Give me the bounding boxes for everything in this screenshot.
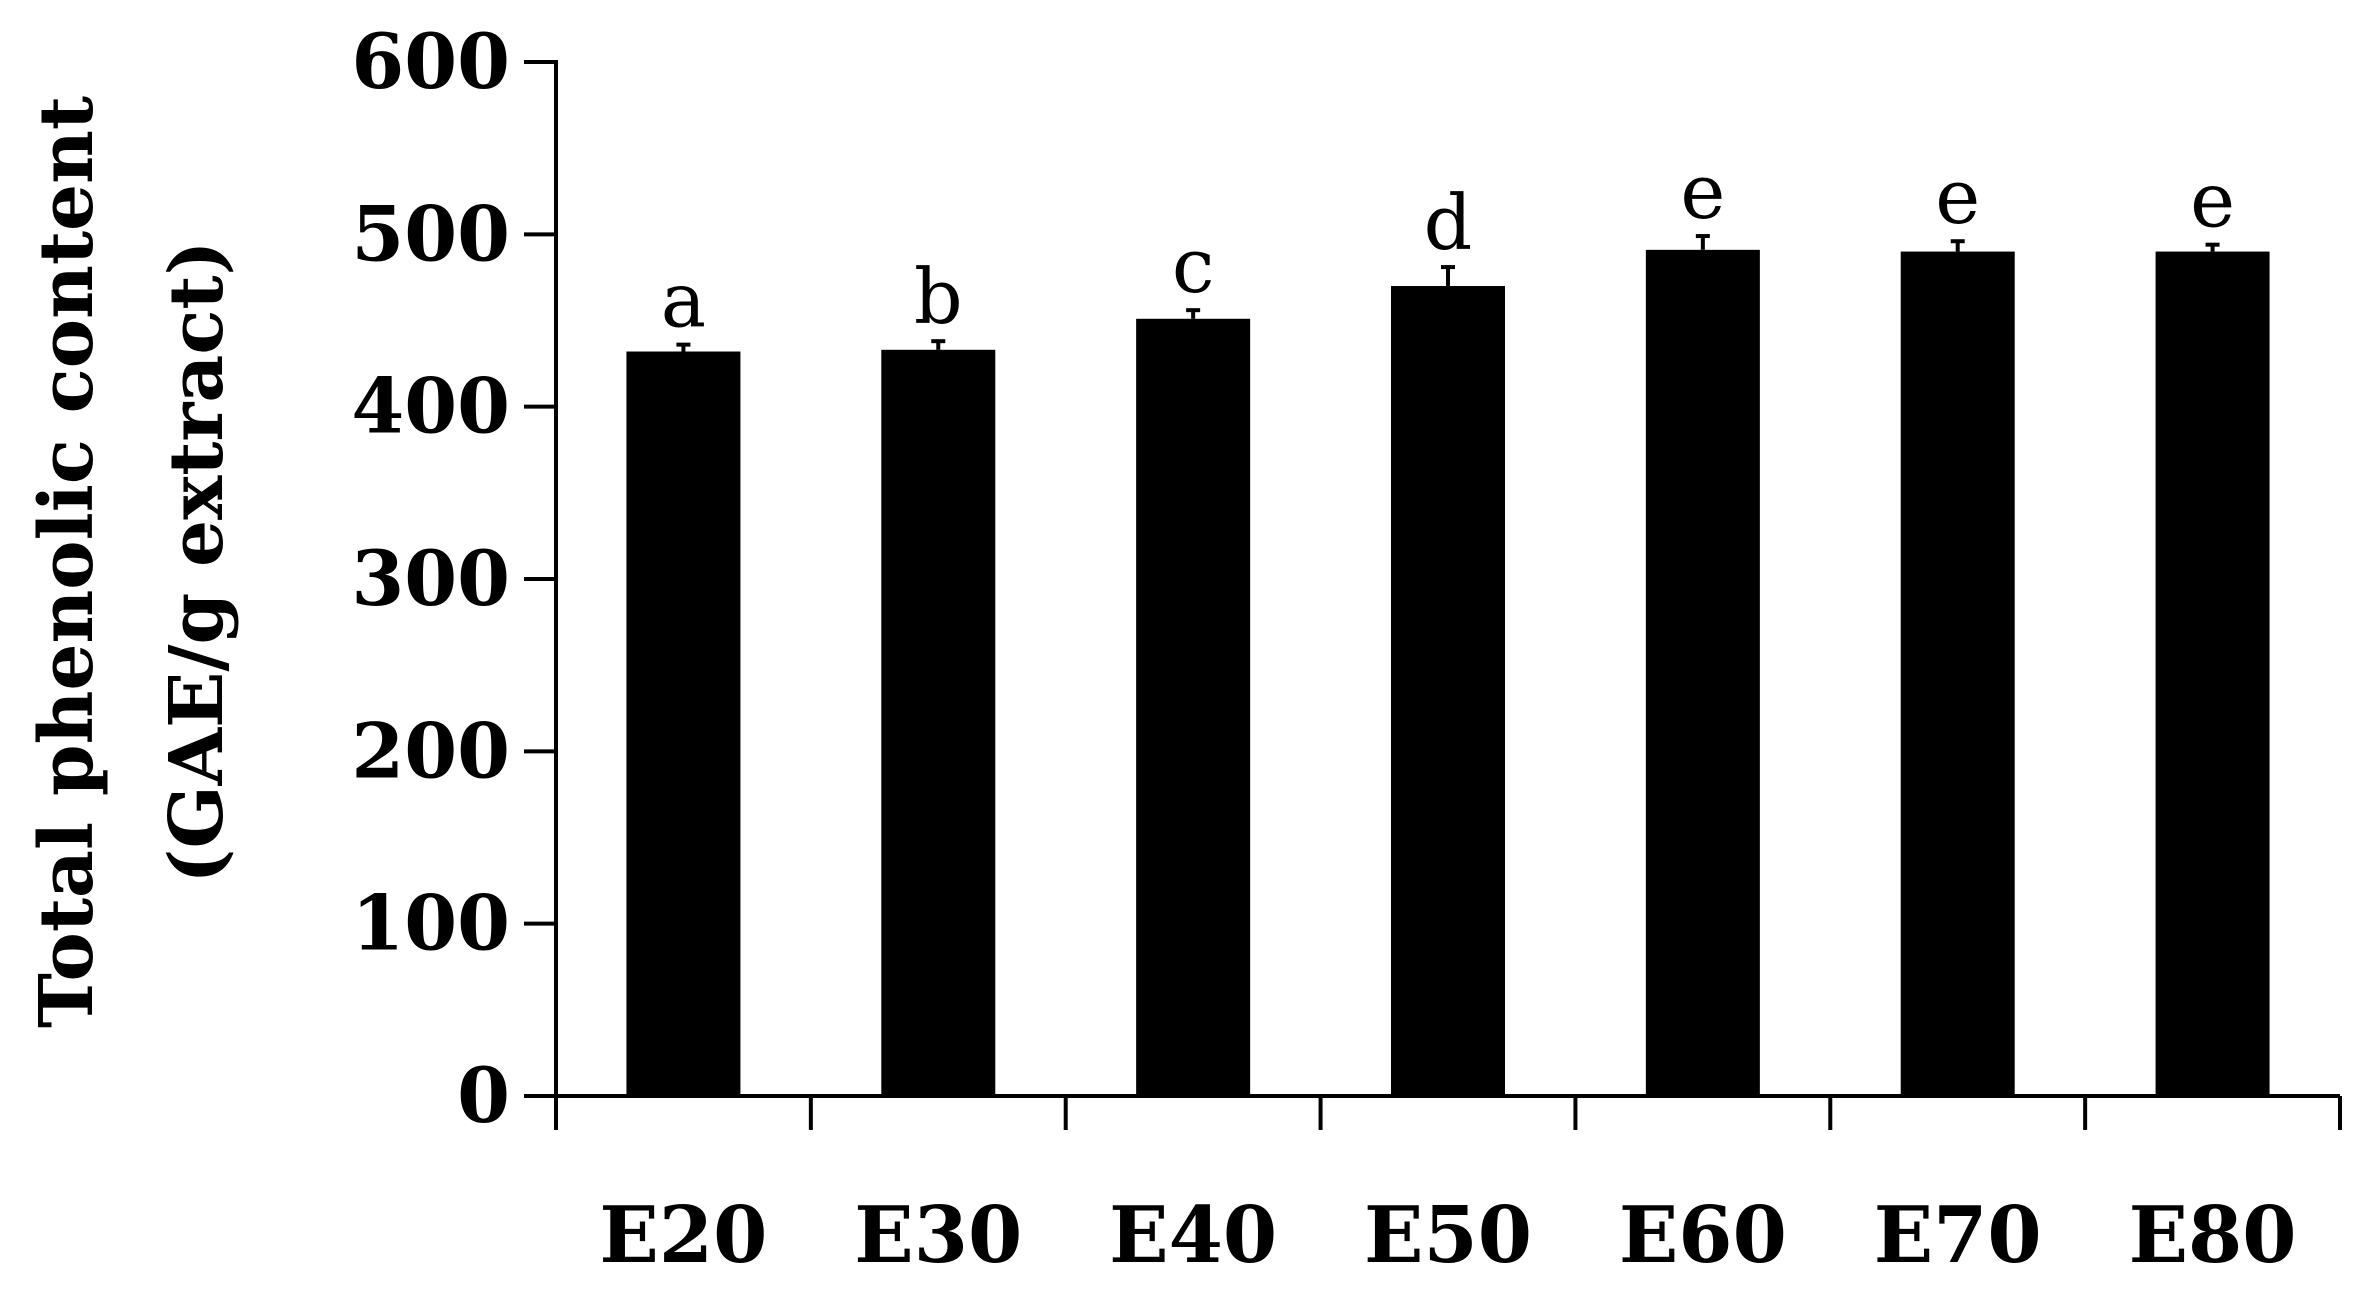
x-category-label: E30 <box>854 1190 1022 1281</box>
bar <box>1900 251 2015 1097</box>
x-axis-ticks: E20 E30 E40 E50 E60 E70 E80 <box>554 1096 2342 1281</box>
y-axis-title-line-1: Total phenolic content <box>24 96 110 1028</box>
bar <box>1645 249 1760 1097</box>
x-category-label: E40 <box>1109 1190 1277 1281</box>
y-axis-title: Total phenolic content (GAE/g extract) <box>24 96 240 1028</box>
y-tick-label: 400 <box>351 362 510 451</box>
significance-letter: d <box>1424 178 1473 267</box>
significance-letter: e <box>1935 152 1980 241</box>
bars: a b c d e e e <box>626 147 2270 1097</box>
y-tick-label: 200 <box>351 706 510 795</box>
significance-letter: c <box>1172 221 1215 310</box>
bar <box>2155 251 2270 1097</box>
significance-letter: a <box>661 256 706 345</box>
y-axis-ticks: 0 100 200 300 400 500 600 <box>351 17 556 1140</box>
significance-letter: b <box>914 252 963 341</box>
bar <box>1136 318 1251 1096</box>
bar <box>881 349 996 1097</box>
x-category-label: E70 <box>1874 1190 2042 1281</box>
y-axis-title-line-2: (GAE/g extract) <box>154 240 240 883</box>
x-category-label: E80 <box>2129 1190 2297 1281</box>
y-tick-label: 100 <box>351 879 510 968</box>
y-tick-label: 300 <box>351 534 510 623</box>
y-tick-label: 500 <box>351 189 510 278</box>
y-tick-label: 600 <box>351 17 510 106</box>
y-tick-label: 0 <box>457 1051 510 1140</box>
x-category-label: E50 <box>1364 1190 1532 1281</box>
x-category-label: E60 <box>1619 1190 1787 1281</box>
significance-letter: e <box>1680 147 1725 236</box>
x-category-label: E20 <box>599 1190 767 1281</box>
bar <box>1391 286 1505 1096</box>
axes <box>554 60 2340 1130</box>
bar <box>626 351 741 1096</box>
significance-letter: e <box>2190 156 2235 245</box>
